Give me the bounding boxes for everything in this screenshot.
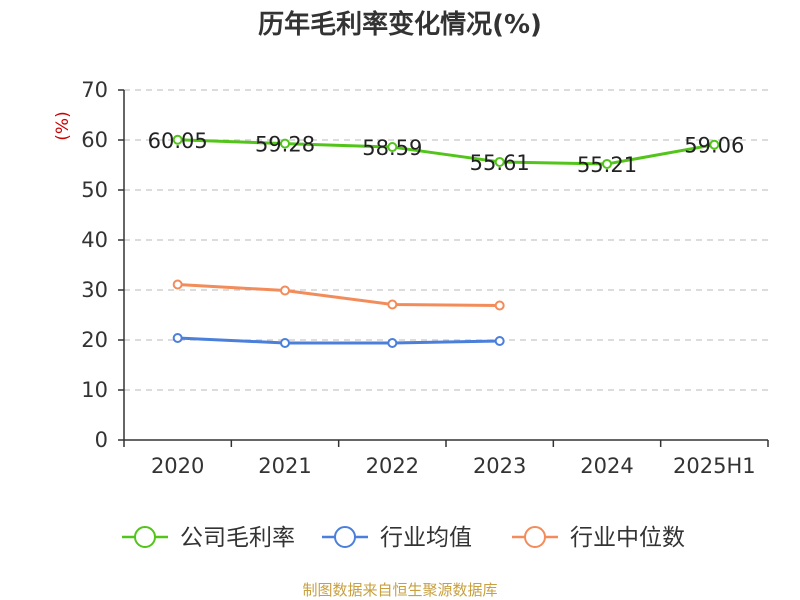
- data-label: 59.06: [684, 134, 744, 158]
- x-tick-label: 2020: [151, 454, 204, 478]
- y-tick-label: 0: [95, 428, 108, 452]
- legend-marker: [334, 526, 356, 548]
- legend-label: 行业均值: [380, 525, 472, 551]
- data-point: [494, 300, 505, 311]
- series-line: [176, 336, 502, 345]
- y-tick-label: 50: [81, 178, 108, 202]
- data-point: [494, 336, 505, 346]
- data-point: [280, 138, 290, 149]
- data-point: [387, 142, 398, 153]
- y-tick-label: 20: [81, 328, 108, 352]
- data-point: [280, 338, 290, 348]
- series-lines: [172, 134, 720, 348]
- data-point: [172, 333, 183, 343]
- y-tick-label: 40: [81, 228, 108, 252]
- chart-title: 历年毛利率变化情况(%): [258, 9, 542, 40]
- data-point: [280, 285, 290, 296]
- data-label: 60.05: [148, 129, 208, 153]
- x-tick-label: 2021: [258, 454, 311, 478]
- legend-label: 行业中位数: [570, 525, 685, 551]
- data-labels: 60.05 59.28 58.59 55.61 55.21 59.06: [148, 129, 745, 177]
- data-label: 55.61: [470, 151, 530, 175]
- legend-label: 公司毛利率: [180, 525, 295, 551]
- y-tick-label: 60: [81, 128, 108, 152]
- x-tick-label: 2024: [580, 454, 633, 478]
- data-label: 58.59: [362, 136, 422, 160]
- x-axis-ticks: 2020 2021 2022 2023 2024 2025H1: [123, 440, 769, 478]
- y-axis-unit: (%): [53, 111, 73, 140]
- data-label: 59.28: [255, 133, 315, 157]
- data-point: [494, 156, 505, 167]
- x-tick-label: 2023: [473, 454, 526, 478]
- y-tick-label: 10: [81, 378, 108, 402]
- series-line: [176, 283, 502, 307]
- data-point: [172, 134, 183, 145]
- y-tick-label: 70: [81, 78, 108, 102]
- series-line: [176, 138, 716, 166]
- x-tick-label: 2025H1: [673, 454, 756, 478]
- data-point: [709, 139, 720, 150]
- legend-marker: [134, 526, 156, 548]
- legend-marker: [524, 526, 546, 548]
- y-axis-ticks: 0 10 20 30 40 50 60 70: [81, 78, 124, 452]
- gridlines: [124, 89, 768, 391]
- source-note: 制图数据来自恒生聚源数据库: [302, 581, 497, 599]
- y-tick-label: 30: [81, 278, 108, 302]
- data-point: [387, 338, 398, 348]
- x-tick-label: 2022: [366, 454, 419, 478]
- legend: 公司毛利率 行业均值 行业中位数: [122, 525, 685, 551]
- data-point: [387, 299, 398, 310]
- data-point: [172, 279, 183, 290]
- data-label: 55.21: [577, 153, 637, 177]
- data-point: [602, 158, 612, 169]
